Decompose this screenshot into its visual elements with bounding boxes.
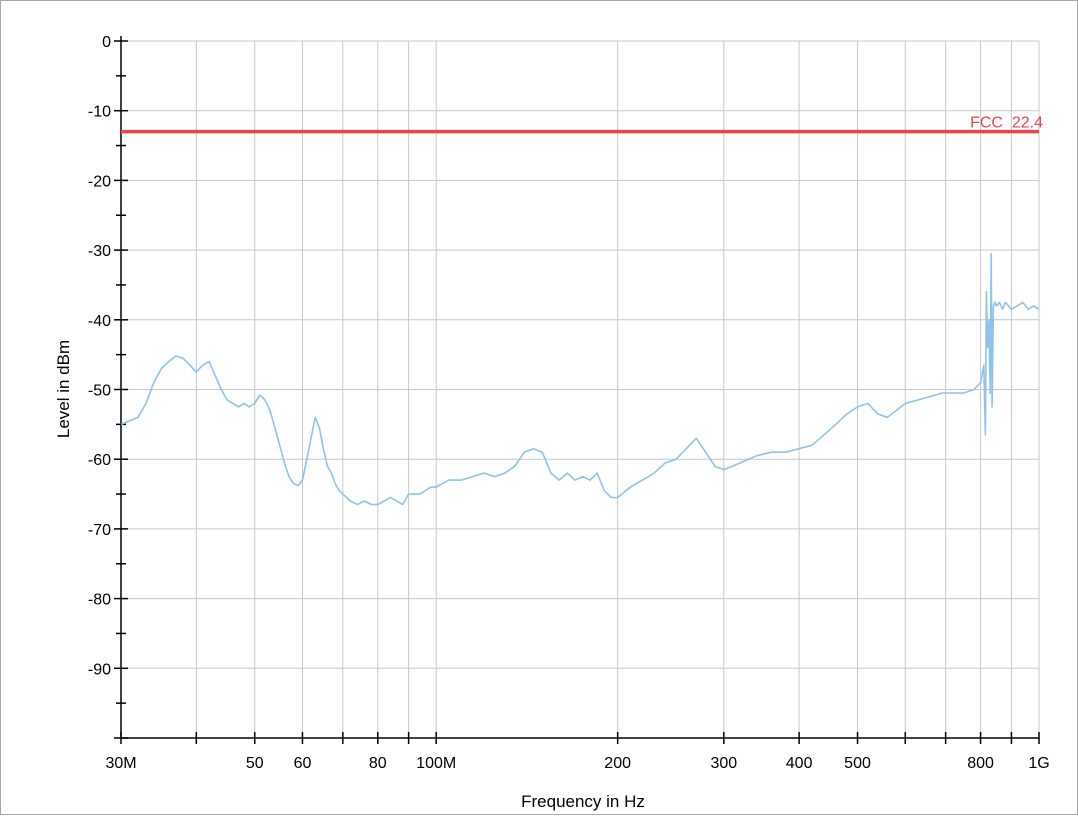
y-axis-title: Level in dBm	[54, 340, 73, 438]
y-tick-label: -50	[88, 383, 111, 400]
y-tick-label: -80	[88, 592, 111, 609]
x-tick-label: 60	[294, 755, 312, 772]
grid	[120, 40, 1040, 739]
x-tick-label: 30M	[105, 755, 136, 772]
x-tick-label: 50	[246, 755, 264, 772]
ticks	[114, 40, 1040, 744]
x-tick-label: 100M	[416, 755, 456, 772]
y-tick-label: -90	[88, 661, 111, 678]
limit-lines: FCC 22.4	[121, 115, 1043, 134]
x-tick-label: 200	[604, 755, 631, 772]
series	[120, 252, 1040, 506]
y-tick-label: -60	[88, 452, 111, 469]
y-tick-label: 0	[102, 34, 111, 51]
series-line	[120, 252, 1040, 506]
x-tick-label: 500	[844, 755, 871, 772]
x-tick-label: 800	[967, 755, 994, 772]
limit-label: FCC 22.4	[970, 115, 1043, 132]
y-tick-label: -20	[88, 173, 111, 190]
y-tick-label: -10	[88, 104, 111, 121]
labels: 0 -10 -20 -30 -40 -50 -60 -70 -80 -90 30M 50 60 80 100…	[88, 34, 1050, 772]
x-tick-label: 80	[369, 755, 387, 772]
x-tick-label: 300	[710, 755, 737, 772]
y-tick-label: -30	[88, 243, 111, 260]
y-tick-label: -70	[88, 522, 111, 539]
x-axis-title: Frequency in Hz	[521, 792, 645, 811]
y-tick-label: -40	[88, 313, 111, 330]
x-tick-label: 1G	[1028, 755, 1049, 772]
x-tick-label: 400	[786, 755, 813, 772]
axes	[120, 36, 1039, 739]
